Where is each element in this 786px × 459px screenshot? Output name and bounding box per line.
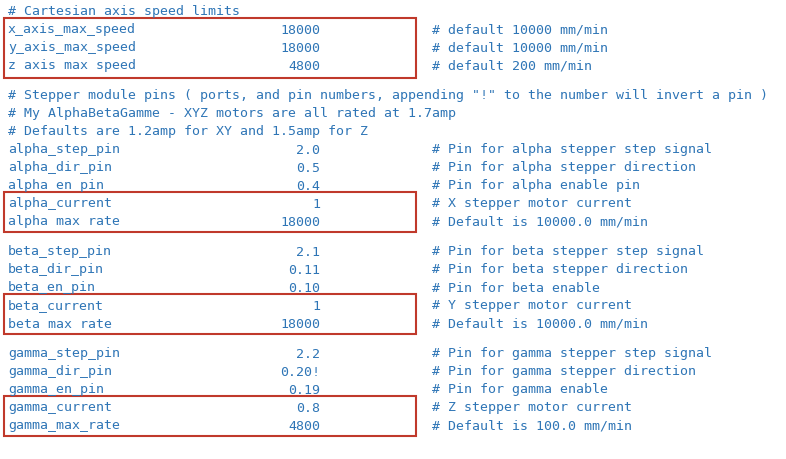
Text: # Cartesian axis speed limits: # Cartesian axis speed limits [8,6,240,18]
Text: # Pin for beta enable: # Pin for beta enable [432,281,600,294]
Text: # Pin for beta stepper step signal: # Pin for beta stepper step signal [432,245,704,258]
Text: x_axis_max_speed: x_axis_max_speed [8,23,136,36]
Text: alpha_dir_pin: alpha_dir_pin [8,161,112,174]
Text: alpha en pin: alpha en pin [8,179,104,192]
Text: # Pin for alpha stepper direction: # Pin for alpha stepper direction [432,161,696,174]
Text: # Pin for alpha enable pin: # Pin for alpha enable pin [432,179,640,192]
Text: beta_dir_pin: beta_dir_pin [8,263,104,276]
Text: 18000: 18000 [280,215,320,228]
Text: 0.11: 0.11 [288,263,320,276]
Text: 18000: 18000 [280,23,320,36]
Text: gamma_step_pin: gamma_step_pin [8,347,120,360]
Text: 0.8: 0.8 [296,401,320,414]
Text: 0.4: 0.4 [296,179,320,192]
Text: gamma_current: gamma_current [8,401,112,414]
Text: 4800: 4800 [288,419,320,431]
Text: # X stepper motor current: # X stepper motor current [432,197,632,210]
Text: # Pin for beta stepper direction: # Pin for beta stepper direction [432,263,688,276]
Bar [4,294,416,334]
Text: beta_current: beta_current [8,299,104,312]
Bar [4,19,416,79]
Text: beta max rate: beta max rate [8,317,112,330]
Text: 0.19: 0.19 [288,383,320,396]
Text: # Pin for gamma enable: # Pin for gamma enable [432,383,608,396]
Text: # Stepper module pins ( ports, and pin numbers, appending "!" to the number will: # Stepper module pins ( ports, and pin n… [8,90,768,102]
Bar [4,193,416,233]
Text: # Pin for alpha stepper step signal: # Pin for alpha stepper step signal [432,143,712,156]
Text: # default 10000 mm/min: # default 10000 mm/min [432,41,608,54]
Text: 1: 1 [312,197,320,210]
Text: alpha_step_pin: alpha_step_pin [8,143,120,156]
Text: 0.20!: 0.20! [280,365,320,378]
Text: 18000: 18000 [280,317,320,330]
Text: 0.10: 0.10 [288,281,320,294]
Text: 2.0: 2.0 [296,143,320,156]
Text: beta_step_pin: beta_step_pin [8,245,112,258]
Text: # Defaults are 1.2amp for XY and 1.5amp for Z: # Defaults are 1.2amp for XY and 1.5amp … [8,125,368,138]
Text: # Default is 10000.0 mm/min: # Default is 10000.0 mm/min [432,215,648,228]
Text: # Default is 10000.0 mm/min: # Default is 10000.0 mm/min [432,317,648,330]
Text: gamma_max_rate: gamma_max_rate [8,419,120,431]
Text: # default 200 mm/min: # default 200 mm/min [432,59,592,73]
Text: # Y stepper motor current: # Y stepper motor current [432,299,632,312]
Text: 2.2: 2.2 [296,347,320,360]
Text: 2.1: 2.1 [296,245,320,258]
Text: y_axis_max_speed: y_axis_max_speed [8,41,136,54]
Text: # Pin for gamma stepper step signal: # Pin for gamma stepper step signal [432,347,712,360]
Text: # Z stepper motor current: # Z stepper motor current [432,401,632,414]
Text: beta_en_pin: beta_en_pin [8,281,96,294]
Text: alpha_current: alpha_current [8,197,112,210]
Text: alpha max rate: alpha max rate [8,215,120,228]
Text: 0.5: 0.5 [296,161,320,174]
Bar [4,396,416,436]
Text: 4800: 4800 [288,59,320,73]
Text: gamma_dir_pin: gamma_dir_pin [8,365,112,378]
Text: # Pin for gamma stepper direction: # Pin for gamma stepper direction [432,365,696,378]
Text: # default 10000 mm/min: # default 10000 mm/min [432,23,608,36]
Text: gamma_en_pin: gamma_en_pin [8,383,104,396]
Text: z axis max speed: z axis max speed [8,59,136,73]
Text: # My AlphaBetaGamme - XYZ motors are all rated at 1.7amp: # My AlphaBetaGamme - XYZ motors are all… [8,107,456,120]
Text: 18000: 18000 [280,41,320,54]
Text: # Default is 100.0 mm/min: # Default is 100.0 mm/min [432,419,632,431]
Text: 1: 1 [312,299,320,312]
